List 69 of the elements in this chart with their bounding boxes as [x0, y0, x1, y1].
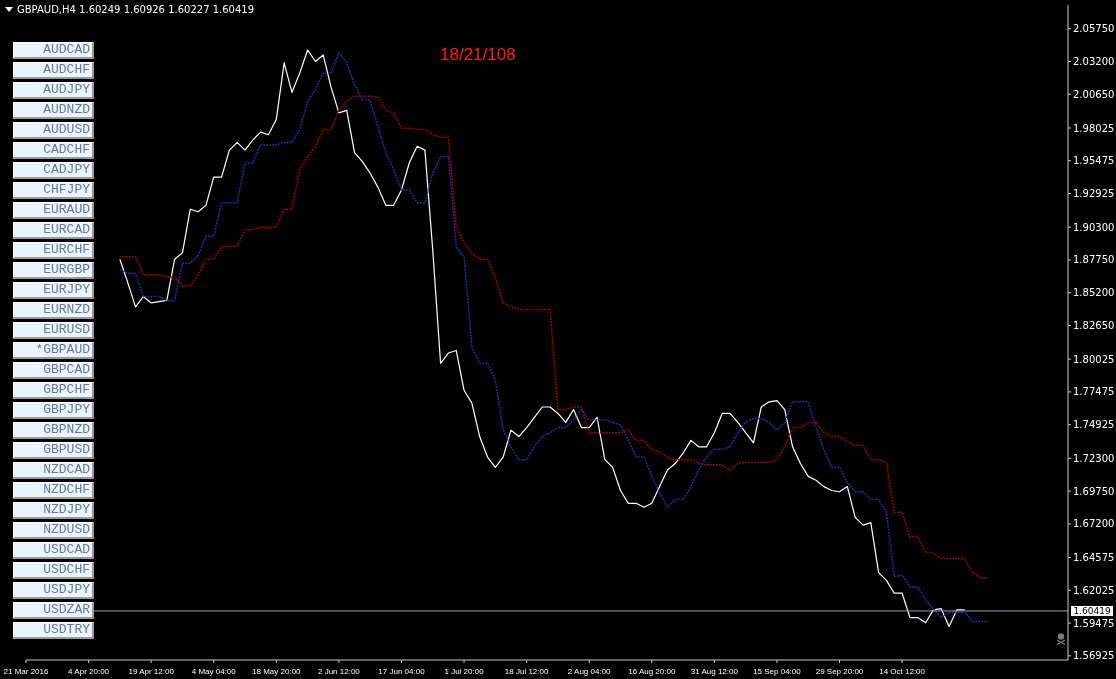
annotation: EURJPY	[13, 282, 94, 299]
y-tick-label: 1.67200	[1073, 518, 1115, 530]
y-tick-label: 1.69750	[1073, 485, 1115, 497]
annotation: EURAUD	[13, 202, 94, 219]
annotation: AUDNZD	[13, 102, 94, 119]
y-tick-label: 1.64575	[1073, 552, 1115, 564]
line-series	[119, 95, 989, 579]
x-tick-label: 14 Oct 12:00	[879, 667, 926, 676]
annotation: GBPJPY	[13, 402, 94, 419]
annotation: EURCAD	[13, 222, 94, 239]
annotation: AUDJPY	[13, 82, 94, 99]
x-tick-label: 18 Jul 12:00	[504, 667, 549, 676]
ref-line-label: 1.60419	[1073, 606, 1111, 617]
annotation: NZDCHF	[13, 482, 94, 499]
annotation: EURNZD	[13, 302, 94, 319]
annotation: USDCHF	[13, 562, 94, 579]
x-tick-label: 21 Mar 2016	[3, 667, 50, 676]
y-tick-label: 1.95475	[1073, 155, 1115, 167]
annotation: USDZAR	[13, 602, 94, 619]
y-tick-label: 1.62025	[1073, 584, 1115, 596]
annotation: AUDCAD	[13, 42, 94, 59]
annotation: CHFJPY	[13, 182, 94, 199]
y-tick-label: 1.77475	[1073, 386, 1115, 398]
annotation: 18/21/108	[440, 45, 516, 65]
annotation: NZDJPY	[13, 502, 94, 519]
y-tick-label: 1.59475	[1073, 617, 1115, 629]
annotation: EURGBP	[13, 262, 94, 279]
annotation: GBPNZD	[13, 422, 94, 439]
annotation: USDTRY	[13, 622, 94, 639]
x-tick-label: 1 Jul 20:00	[444, 667, 485, 676]
y-tick-label: 1.74925	[1073, 419, 1115, 431]
x-tick-label: 2 Jun 12:00	[317, 667, 361, 676]
y-tick-label: 1.82650	[1073, 319, 1115, 331]
x-tick-label: 29 Sep 20:00	[815, 667, 864, 676]
y-tick-label: 2.05750	[1073, 23, 1115, 35]
y-tick-label: 2.00650	[1073, 88, 1115, 100]
x-tick-label: 31 Aug 12:00	[690, 667, 739, 676]
x-tick-label: 4 May 04:00	[191, 667, 237, 676]
x-tick-label: 19 Apr 12:00	[128, 667, 175, 676]
y-tick-label: 1.80025	[1073, 353, 1115, 365]
annotation: NZDCAD	[13, 462, 94, 479]
annotation: CADCHF	[13, 142, 94, 159]
y-tick-label: 1.85200	[1073, 287, 1115, 299]
x-tick-label: 16 Aug 20:00	[628, 667, 676, 676]
annotation: EURUSD	[13, 322, 94, 339]
x-tick-label: 2 Aug 04:00	[567, 667, 612, 676]
y-tick-label: 1.56925	[1073, 650, 1115, 662]
annotation: GBPUSD	[13, 442, 94, 459]
y-tick-label: 1.72300	[1073, 452, 1115, 464]
y-tick-label: 1.87750	[1073, 254, 1115, 266]
annotation: *GBPAUD	[13, 342, 94, 359]
y-tick-label: 1.92925	[1073, 188, 1115, 200]
y-tick-label: 1.90300	[1073, 221, 1115, 233]
annotation: GBPCAD	[13, 362, 94, 379]
annotation: EURCHF	[13, 242, 94, 259]
annotation: AUDCHF	[13, 62, 94, 79]
chart-title: GBPAUD,H4 1.60249 1.60926 1.60227 1.60419	[17, 4, 255, 15]
annotation: USDJPY	[13, 582, 94, 599]
x-tick-label: 15 Sep 04:00	[753, 667, 802, 676]
annotation: GBPCHF	[13, 382, 94, 399]
y-tick-label: 1.98025	[1073, 122, 1115, 134]
annotation: AUDUSD	[13, 122, 94, 139]
x-tick-label: 18 May 20:00	[252, 667, 302, 676]
x-tick-label: 17 Jun 04:00	[378, 667, 426, 676]
annotation: NZDUSD	[13, 522, 94, 539]
y-tick-label: 2.03200	[1073, 56, 1115, 68]
x-tick-label: 4 Apr 20:00	[68, 667, 110, 676]
annotation: CADJPY	[13, 162, 94, 179]
annotation: USDCAD	[13, 542, 94, 559]
